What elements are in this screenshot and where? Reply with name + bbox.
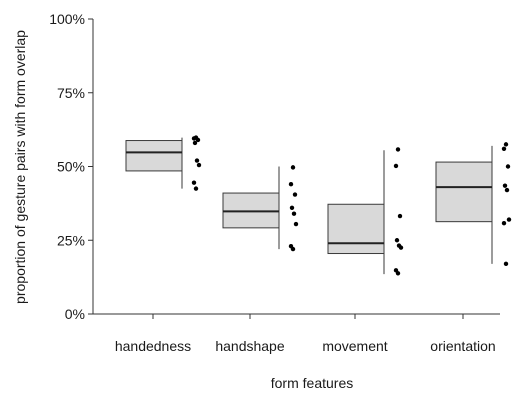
data-point [293, 221, 299, 227]
data-point [290, 165, 296, 170]
points-handedness [191, 135, 202, 191]
box-handedness [125, 137, 183, 189]
data-point [393, 163, 399, 169]
data-point [196, 162, 202, 168]
data-point [501, 146, 507, 151]
data-point [503, 142, 509, 147]
y-tick-label: 75% [57, 85, 85, 101]
y-tick-label: 50% [57, 159, 85, 175]
points-movement [393, 147, 404, 276]
box-movement [327, 150, 385, 275]
y-axis-title: proportion of gesture pairs with form ov… [12, 30, 28, 304]
x-tick-label: handshape [215, 338, 285, 354]
x-axis-title: form features [271, 375, 353, 391]
data-point [291, 211, 297, 216]
x-tick-label: handedness [115, 338, 191, 354]
data-point [505, 164, 511, 169]
points-handshape [288, 165, 299, 252]
data-point [192, 140, 198, 146]
data-point [290, 246, 296, 252]
data-point [292, 192, 298, 197]
points-orientation [501, 142, 512, 267]
data-point [193, 186, 199, 191]
data-point [191, 136, 197, 141]
y-tick-label: 25% [57, 232, 85, 248]
data-point [194, 158, 200, 163]
data-point [394, 238, 400, 243]
box-orientation [435, 145, 493, 264]
data-point [289, 205, 295, 210]
data-point [501, 220, 507, 226]
y-tick-label: 100% [49, 11, 85, 27]
box-iqr [435, 161, 493, 223]
data-point [398, 245, 404, 250]
data-point [395, 147, 401, 152]
y-tick-label: 0% [65, 306, 85, 322]
plot-area [125, 135, 512, 276]
data-point [397, 213, 403, 219]
box-handshape [222, 166, 280, 250]
x-tick-label: movement [322, 338, 387, 354]
x-tick-label: orientation [430, 338, 495, 354]
axes: 0% 25% 50% 75% 100% handedness handshape moveme… [49, 11, 500, 354]
data-point [502, 183, 508, 188]
data-point [506, 217, 512, 222]
data-point [288, 182, 294, 187]
data-point [503, 261, 509, 267]
data-point [191, 180, 197, 185]
data-point [195, 137, 201, 143]
data-point [504, 187, 510, 193]
data-point [395, 271, 401, 276]
box-iqr [327, 203, 385, 255]
box-iqr [125, 140, 183, 172]
